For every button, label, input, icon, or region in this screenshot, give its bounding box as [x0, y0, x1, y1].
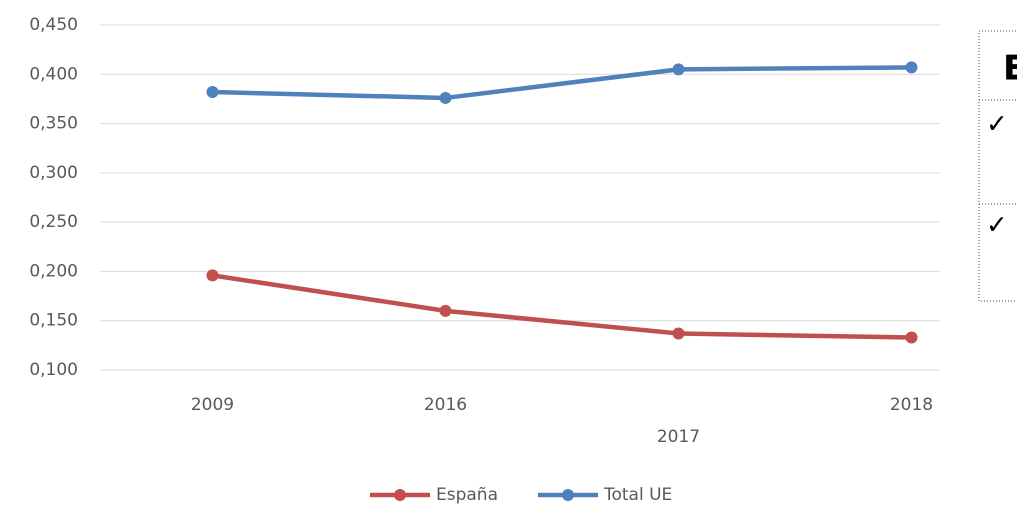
x-tick-label: 2017	[657, 427, 700, 447]
data-point	[439, 91, 452, 104]
legend-label: Total UE	[603, 485, 672, 505]
x-tick-label: 2016	[424, 395, 467, 415]
y-tick-label: 0,250	[29, 212, 78, 232]
y-tick-label: 0,400	[29, 64, 78, 84]
x-tick-label: 2018	[890, 395, 933, 415]
side-panel	[978, 30, 1017, 302]
data-point	[672, 63, 685, 76]
y-tick-label: 0,150	[29, 311, 78, 331]
data-point	[905, 61, 918, 74]
y-tick-label: 0,350	[29, 114, 78, 134]
panel-check: ✓	[986, 110, 1008, 140]
y-tick-label: 0,450	[29, 15, 78, 35]
legend-marker	[394, 489, 406, 501]
panel-check: ✓	[986, 211, 1008, 241]
legend-marker	[562, 489, 574, 501]
data-point	[206, 269, 219, 282]
data-point	[905, 331, 918, 344]
series-line	[212, 65, 912, 101]
x-tick-label: 2009	[191, 395, 234, 415]
panel-heading: E	[1003, 49, 1017, 89]
data-point	[672, 327, 685, 340]
legend-label: España	[436, 485, 498, 505]
data-point	[439, 304, 452, 317]
series-line	[212, 273, 912, 340]
y-tick-label: 0,200	[29, 261, 78, 281]
y-tick-label: 0,100	[29, 360, 78, 380]
y-tick-label: 0,300	[29, 163, 78, 183]
data-point	[206, 86, 219, 99]
